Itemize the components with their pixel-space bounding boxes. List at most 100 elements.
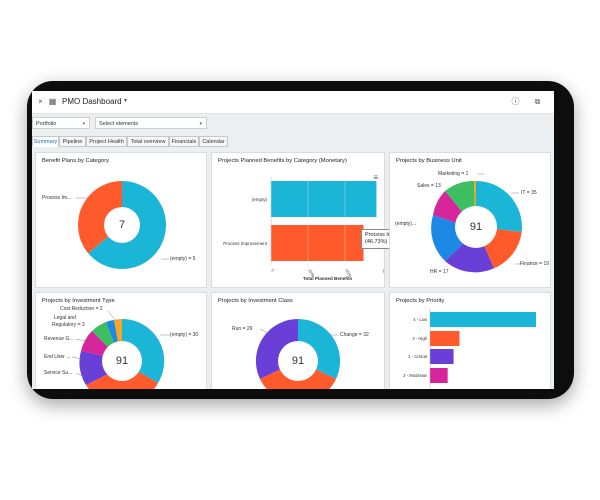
- portfolio-select-value: Portfolio: [36, 121, 57, 127]
- bar-1[interactable]: [271, 225, 364, 261]
- panel-planned-benefits: Projects Planned Benefits by Category (M…: [211, 152, 385, 288]
- bar-1[interactable]: [430, 331, 460, 346]
- investment-type-donut: [71, 310, 170, 389]
- app-screen: × ▦ PMO Dashboard ▾ ⓘ ⧉ Portfolio ▾ Sele…: [32, 91, 554, 389]
- slice-marketing[interactable]: [474, 180, 476, 214]
- bar-3[interactable]: [430, 368, 448, 383]
- elements-select[interactable]: Select elements ▾: [95, 117, 207, 129]
- slice-cost-reduction[interactable]: [106, 320, 119, 348]
- donut-hole: [455, 206, 497, 248]
- external-link-icon[interactable]: ⧉: [534, 97, 541, 106]
- label-empty: (empty)...: [395, 221, 417, 227]
- priority-bar-chart: 4 - Low 3 - High 1 - Critical 2 - Moderate: [403, 309, 536, 389]
- category-label: (empty): [252, 197, 268, 202]
- label-empty: (empty) = 5: [170, 256, 196, 262]
- chevron-down-icon[interactable]: ▾: [123, 98, 127, 104]
- slice-empty[interactable]: [88, 181, 166, 269]
- label-it: IT = 35: [521, 190, 537, 196]
- panel-investment-class: Projects by Investment Class 91 Run = 29…: [211, 292, 385, 389]
- slice-marketing-green[interactable]: [445, 180, 475, 215]
- leader-line: [75, 372, 85, 378]
- slice-run[interactable]: [255, 318, 298, 379]
- leader-line: [75, 338, 87, 342]
- slice-change[interactable]: [298, 318, 341, 379]
- panel-priority: Projects by Priority 4 - Low 3 - High 1 - …: [389, 292, 551, 389]
- leader-line: [71, 356, 83, 360]
- label-run: Run = 29: [232, 326, 253, 332]
- slice-hr[interactable]: [445, 241, 494, 273]
- leader-line: [99, 324, 107, 328]
- x-tick-label: 0: [270, 268, 276, 273]
- portfolio-select[interactable]: Portfolio ▾: [32, 117, 90, 129]
- bar-0[interactable]: [271, 181, 377, 217]
- leader-line: [259, 328, 269, 334]
- close-icon[interactable]: ×: [38, 97, 43, 106]
- bar-0[interactable]: [430, 312, 536, 327]
- info-icon[interactable]: ⓘ: [511, 97, 520, 106]
- chevron-down-icon: ▾: [199, 121, 202, 127]
- x-tick-label: 200k: [307, 268, 316, 278]
- slice-legal[interactable]: [92, 322, 116, 349]
- benefit-plans-donut: [76, 181, 169, 269]
- tab-financials[interactable]: Financials: [169, 136, 199, 147]
- category-label: 4 - Low: [413, 317, 428, 322]
- donut-center-value: 91: [115, 355, 129, 367]
- label-legal-1: Legal and: [54, 315, 76, 321]
- panel-investment-type: Projects by Investment Type 91 Cost Redu…: [35, 292, 207, 389]
- label-change: Change = 32: [340, 332, 369, 338]
- label-marketing: Marketing = 1: [438, 171, 469, 177]
- donut-hole: [278, 341, 318, 381]
- donut-center-value: 91: [469, 221, 483, 233]
- x-tick-label: 600k: [381, 268, 385, 278]
- grid-icon[interactable]: ▦: [48, 97, 57, 106]
- label-revenue: Revenue G...: [44, 336, 74, 342]
- category-label: 1 - Critical: [408, 354, 427, 359]
- investment-class-donut: [255, 318, 341, 389]
- panel-benefit-plans: Benefit Plans by Category 7 Process Im..…: [35, 152, 207, 288]
- label-legal-2: Regulatory = 3: [52, 322, 85, 328]
- label-end-user: End User ...: [44, 354, 71, 360]
- panel-title: Projects Planned Benefits by Category (M…: [218, 158, 347, 164]
- chevron-down-icon: ▾: [82, 121, 85, 127]
- tab-pipeline[interactable]: Pipeline: [59, 136, 86, 147]
- slice-empty[interactable]: [122, 318, 165, 383]
- tab-calendar[interactable]: Calendar: [199, 136, 228, 147]
- label-empty: (empty) = 30: [170, 332, 199, 338]
- tab-bar: Summary Pipeline Project Health Total ov…: [32, 136, 554, 148]
- label-finance: Finance = 19: [520, 261, 550, 267]
- planned-benefits-bar-chart: (empty) Process Improvement 0 200k 400k 600k: [223, 177, 385, 278]
- label-sales: Sales = 13: [417, 183, 441, 189]
- bar-2[interactable]: [430, 349, 454, 364]
- label-cost-reduction: Cost Reduction = 2: [60, 306, 103, 312]
- donut-center-value: 91: [291, 355, 305, 367]
- slice-revenue[interactable]: [81, 331, 110, 357]
- tab-summary[interactable]: Summary: [32, 136, 59, 147]
- panel-title: Benefit Plans by Category: [42, 158, 110, 164]
- business-unit-donut: [431, 173, 522, 273]
- slice-process-improvement[interactable]: [77, 181, 122, 254]
- panel-title: Projects by Investment Type: [42, 298, 115, 304]
- filter-bar: Portfolio ▾ Select elements ▾: [32, 117, 554, 133]
- slice-other[interactable]: [114, 319, 122, 347]
- panel-business-unit: Projects by Business Unit 91 Marketing =…: [389, 152, 551, 288]
- category-label: 2 - Moderate: [403, 373, 427, 378]
- top-bar: × ▦ PMO Dashboard ▾ ⓘ ⧉: [32, 91, 554, 114]
- tab-project-health[interactable]: Project Health: [86, 136, 127, 147]
- x-axis-label: Total Planned Benefits: [303, 276, 353, 281]
- tab-total-overview[interactable]: Total overview: [127, 136, 169, 147]
- panel-title: Projects by Business Unit: [396, 158, 462, 164]
- x-tick-label: 400k: [344, 268, 353, 278]
- panel-title: Projects by Priority: [396, 298, 445, 304]
- donut-center-value: 7: [118, 219, 126, 231]
- label-hr: HR = 17: [430, 269, 449, 275]
- donut-hole: [104, 207, 140, 243]
- category-label: 3 - High: [412, 336, 427, 341]
- panel-title: Projects by Investment Class: [218, 298, 293, 304]
- slice-sales[interactable]: [433, 191, 465, 225]
- page-title: PMO Dashboard: [62, 97, 122, 106]
- donut-hole: [102, 341, 142, 381]
- tooltip-line-2: (46.73%): [365, 239, 388, 245]
- menu-icon[interactable]: ≡: [373, 173, 378, 182]
- elements-select-value: Select elements: [99, 121, 139, 127]
- category-label: Process Improvement: [223, 241, 268, 246]
